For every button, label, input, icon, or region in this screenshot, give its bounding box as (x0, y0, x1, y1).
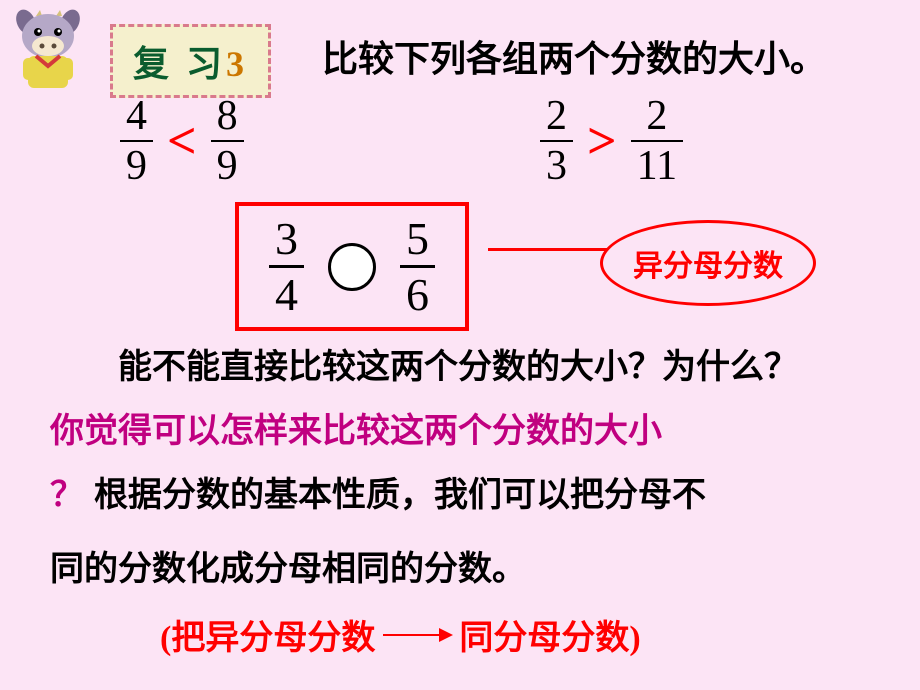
cow-mascot-svg (8, 8, 98, 93)
review-number: 3 (226, 44, 248, 84)
question-box: 3 4 5 6 (235, 202, 469, 331)
question-frac2: 5 6 (400, 212, 435, 321)
comp2-frac1: 2 3 (540, 92, 573, 190)
callout-bubble: 异分母分数 (600, 220, 816, 306)
q-frac2-num: 5 (400, 212, 435, 268)
comp2-frac2-den: 11 (631, 142, 683, 190)
body-line-4: 同的分数化成分母相同的分数。 (50, 536, 870, 604)
comp1-frac2-den: 9 (211, 142, 244, 190)
callout: 异分母分数 (600, 220, 816, 306)
question-mark: ？ (50, 462, 84, 530)
comp2-frac1-num: 2 (540, 92, 573, 142)
q-frac2-den: 6 (400, 268, 435, 321)
arrow-icon (383, 634, 451, 636)
comp1-frac1-num: 4 (120, 92, 153, 142)
comp2-frac2: 2 11 (631, 92, 683, 190)
conclusion-left: (把异分母分数 (160, 610, 375, 659)
body-line-2: 你觉得可以怎样来比较这两个分数的大小 (50, 398, 870, 466)
comp1-frac1-den: 9 (120, 142, 153, 190)
comp1-frac2: 8 9 (211, 92, 244, 190)
review-label: 复 习 (133, 44, 226, 84)
comparison-1: 4 9 < 8 9 (120, 92, 244, 190)
comp1-frac1: 4 9 (120, 92, 153, 190)
cow-mascot (8, 8, 98, 93)
comp1-frac2-num: 8 (211, 92, 244, 142)
body-line-3-text: 根据分数的基本性质，我们可以把分母不 (94, 462, 706, 530)
conclusion-right: 同分母分数) (459, 610, 640, 659)
comp1-operator: < (167, 112, 197, 171)
conclusion: (把异分母分数 同分母分数) (160, 610, 641, 659)
page-title: 比较下列各组两个分数的大小。 (322, 30, 826, 82)
comp2-frac2-num: 2 (631, 92, 683, 142)
q-frac1-num: 3 (269, 212, 304, 268)
body-line-3: ？ 根据分数的基本性质，我们可以把分母不 (50, 462, 870, 530)
review-box: 复 习3 (110, 24, 271, 98)
comp2-operator: > (587, 112, 617, 171)
comparison-circle-blank (328, 243, 376, 291)
question-frac1: 3 4 (269, 212, 304, 321)
comparison-2: 2 3 > 2 11 (540, 92, 683, 190)
body-line-1: 能不能直接比较这两个分数的大小？为什么？ (50, 334, 870, 402)
q-frac1-den: 4 (269, 268, 304, 321)
callout-connector-line (488, 248, 616, 251)
comp2-frac1-den: 3 (540, 142, 573, 190)
